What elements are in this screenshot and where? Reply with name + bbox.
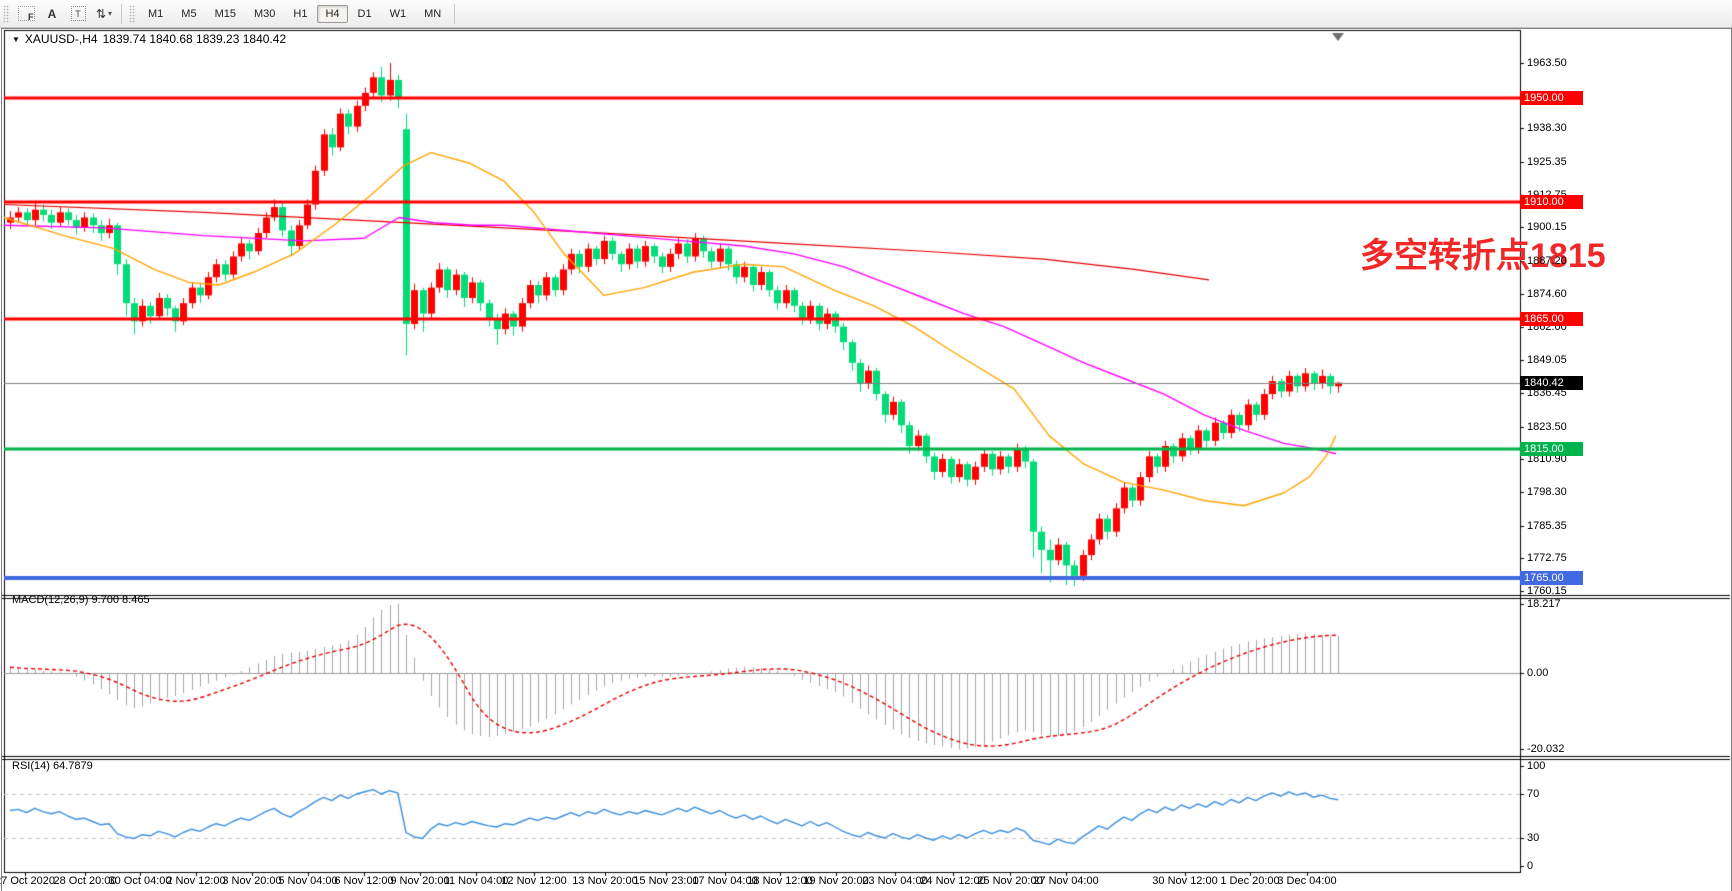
trading-terminal: F A T ⇅ ▾ M1M5M15M30H1H4D1W1MN ▼ XAUUSD-… (0, 0, 1732, 891)
chart-canvas[interactable] (0, 0, 1732, 891)
